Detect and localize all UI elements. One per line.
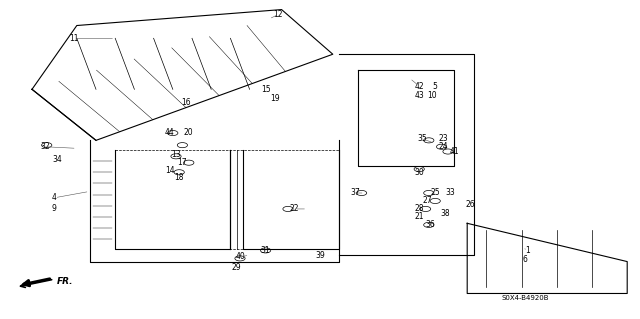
Text: 28: 28: [415, 204, 424, 213]
Text: 6: 6: [522, 256, 527, 264]
Text: 20: 20: [184, 128, 194, 137]
Text: 23: 23: [438, 134, 448, 143]
Text: 4: 4: [52, 193, 57, 202]
Text: 22: 22: [290, 204, 299, 213]
Text: 11: 11: [69, 34, 78, 43]
Text: 29: 29: [232, 263, 242, 272]
Text: 24: 24: [438, 142, 448, 151]
Text: 1: 1: [525, 246, 531, 255]
Text: 19: 19: [270, 94, 280, 103]
Text: 25: 25: [430, 189, 440, 197]
Text: 40: 40: [235, 252, 245, 261]
Text: 18: 18: [175, 173, 184, 182]
Text: 36: 36: [425, 220, 435, 229]
Text: 30: 30: [414, 168, 424, 177]
Text: 33: 33: [445, 189, 455, 197]
Text: 38: 38: [440, 209, 450, 218]
Text: 39: 39: [315, 251, 325, 260]
Text: 41: 41: [449, 147, 460, 156]
Text: 31: 31: [260, 246, 271, 255]
Text: 5: 5: [433, 82, 438, 91]
Text: 44: 44: [164, 128, 175, 137]
Text: FR.: FR.: [56, 277, 73, 286]
Text: 15: 15: [260, 85, 271, 94]
Text: 37: 37: [350, 189, 360, 197]
Text: 26: 26: [465, 200, 476, 209]
Text: 14: 14: [164, 166, 175, 175]
Text: 35: 35: [417, 134, 428, 143]
Text: 16: 16: [180, 98, 191, 107]
Text: S0X4-B4920B: S0X4-B4920B: [501, 295, 548, 301]
Text: 34: 34: [52, 155, 63, 164]
Text: 32: 32: [40, 142, 50, 151]
Text: 10: 10: [427, 91, 437, 100]
Text: 12: 12: [274, 10, 283, 19]
Text: 42: 42: [414, 82, 424, 91]
Text: 21: 21: [415, 212, 424, 221]
Text: 43: 43: [414, 91, 424, 100]
Text: 9: 9: [52, 204, 57, 213]
Text: 27: 27: [422, 197, 433, 205]
Text: 17: 17: [177, 158, 188, 167]
Text: 13: 13: [171, 150, 181, 159]
